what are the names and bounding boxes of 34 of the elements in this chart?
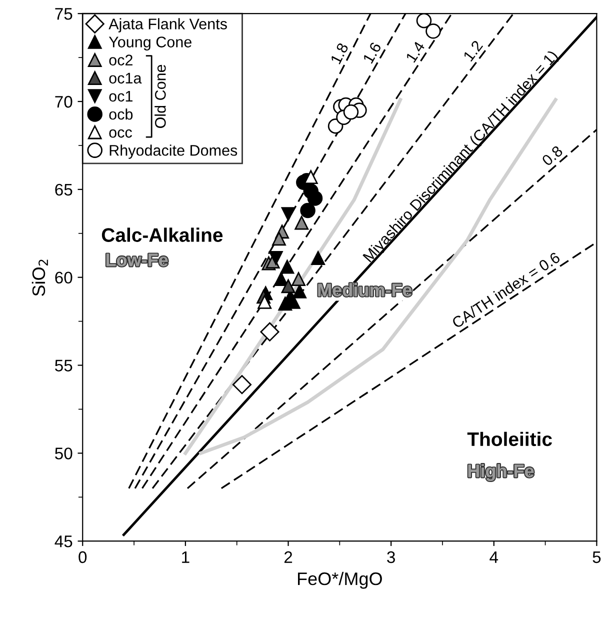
x-tick-label: 1 — [182, 551, 190, 563]
x-tick-label: 5 — [592, 551, 601, 564]
y-tick-label: 55 — [55, 360, 72, 372]
y-tick-label: 65 — [55, 184, 72, 196]
annotation: Tholeiitic — [467, 432, 552, 446]
x-tick-label: 3 — [387, 551, 395, 564]
legend-label: oc1a — [109, 72, 142, 84]
annotation: Low-Fe — [106, 254, 168, 266]
annotation: Calc-Alkaline — [102, 228, 223, 242]
legend-label: occ — [109, 129, 132, 138]
legend-label: oc2 — [109, 54, 132, 66]
text: 1.6 — [362, 42, 382, 64]
text: 1.8 — [330, 42, 349, 64]
legend-label: Young Cone — [108, 36, 192, 50]
legend-label: ocb — [109, 108, 133, 120]
annotation: Medium-Fe — [318, 283, 412, 296]
legend-label: oc1 — [109, 90, 132, 102]
y-tick-label: 60 — [55, 272, 72, 284]
text: 0.8 — [541, 145, 564, 166]
y-tick-label: 75 — [55, 8, 72, 20]
annotation: High-Fe — [468, 464, 534, 481]
text: 1.2 — [462, 40, 484, 62]
x-axis-title: FeO*/MgO — [298, 572, 382, 589]
x-tick-label: 2 — [284, 551, 292, 563]
y-tick-label: 50 — [55, 448, 72, 460]
x-tick-label: 4 — [490, 551, 498, 563]
annotation: Old Cone — [154, 64, 166, 128]
y-axis-title: SiO$_{2}$ — [32, 260, 48, 296]
text: 1.4 — [406, 40, 426, 63]
x-tick-label: 0 — [78, 551, 87, 564]
y-tick-label: 45 — [54, 536, 72, 548]
legend-label: Ajata Flank Vents — [108, 18, 227, 32]
y-tick-label: 70 — [55, 96, 72, 108]
legend-label: Rhyodacite Domes — [110, 144, 238, 159]
